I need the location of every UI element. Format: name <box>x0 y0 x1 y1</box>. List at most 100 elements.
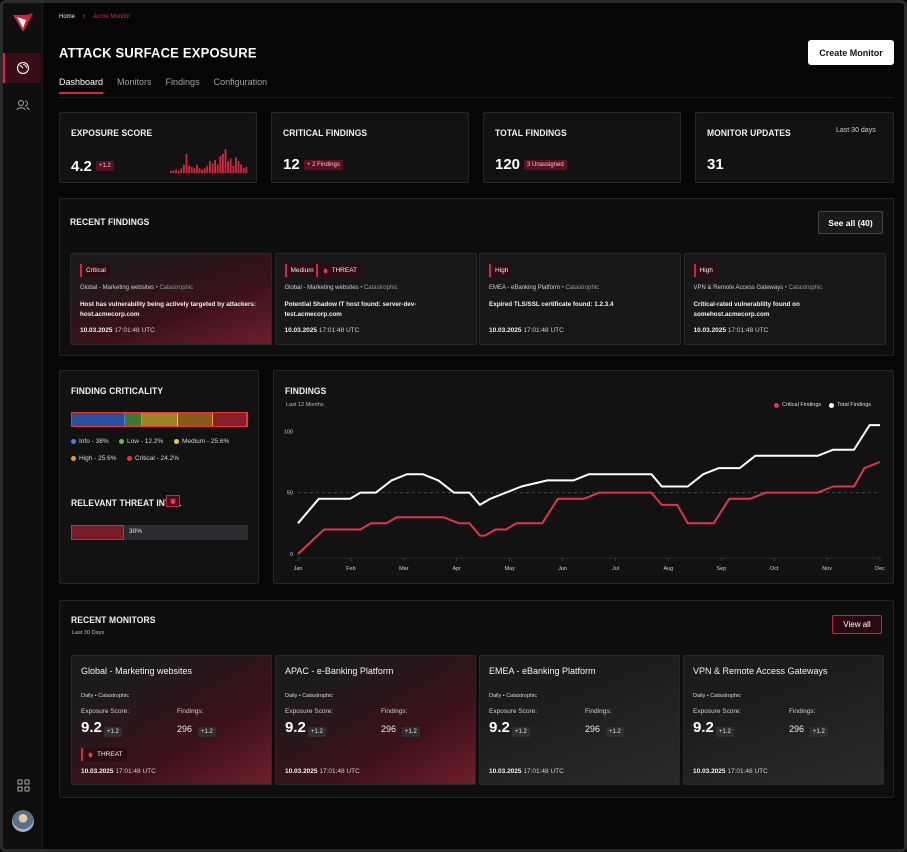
finding-impact: Catastrophic <box>788 285 823 291</box>
legend-label: Low - 12.2% <box>127 438 164 445</box>
x-tick-label: Aug <box>663 566 673 572</box>
avatar[interactable] <box>12 810 34 832</box>
finding-time: 17:01:48 UTC <box>727 327 769 334</box>
sparkline-bar <box>206 165 209 173</box>
meta-separator: • <box>783 285 789 291</box>
bug-icon <box>88 752 93 758</box>
finding-monitor: Global - Marketing websites <box>284 285 359 291</box>
y-tick-label: 100 <box>284 429 293 435</box>
x-tick-label: Jun <box>558 566 567 572</box>
threat-intel-percent: 30% <box>129 528 143 535</box>
recent-findings-section: RECENT FINDINGS See all (40) Critical Glo… <box>59 198 894 356</box>
findings-line-chart: 0 50 100 Jan Feb Mar Apr May Jun Jul Aug Sep Oct Nov D… <box>284 424 885 572</box>
x-tick-label: Feb <box>346 566 355 572</box>
exposure-label: Exposure Score: <box>285 708 334 715</box>
v-logo-icon[interactable] <box>11 11 35 35</box>
finding-date: 10.03.2025 <box>284 327 318 334</box>
sparkline-bar <box>242 168 245 173</box>
legend-total: Total Findings <box>829 402 871 408</box>
monitor-score: 9.2 <box>81 719 102 736</box>
finding-card[interactable]: High EMEA - eBanking Platform • Catastrop… <box>479 253 681 345</box>
breadcrumb-home[interactable]: Home <box>59 13 76 20</box>
finding-impact: Catastrophic <box>159 285 194 291</box>
threat-badge: THREAT <box>315 264 362 277</box>
section-title: RECENT MONITORS <box>71 614 156 626</box>
threat-intel-bar: 30% <box>71 525 248 540</box>
card-title: FINDING CRITICALITY <box>71 385 164 397</box>
nav-users-button[interactable] <box>5 90 41 120</box>
monitor-score: 9.2 <box>489 719 510 736</box>
finding-impact: Catastrophic <box>363 285 398 291</box>
monitor-updates-card[interactable]: MONITOR UPDATES Last 30 days 31 <box>695 112 894 183</box>
monitor-timestamp: 10.03.2025 17:01:48 UTC <box>489 768 564 775</box>
create-monitor-button[interactable]: Create Monitor <box>808 40 894 65</box>
tab-configuration[interactable]: Configuration <box>213 77 268 87</box>
finding-meta: VPN & Remote Access Gateways • Catastrop… <box>694 285 823 291</box>
finding-timestamp: 10.03.2025 17:01:48 UTC <box>489 327 564 334</box>
bug-icon <box>323 268 327 274</box>
monitor-findings-count: 296 <box>177 724 193 734</box>
x-tick-label: Jul <box>612 566 619 572</box>
x-tick-label: Apr <box>452 566 461 572</box>
x-tick-label: May <box>504 566 515 572</box>
monitor-card[interactable]: EMEA - eBanking Platform Daily • Catastro… <box>479 655 680 785</box>
tab-monitors[interactable]: Monitors <box>117 77 152 87</box>
legend-item: Low - 12.2% <box>119 438 163 445</box>
sparkline-bar <box>185 153 188 173</box>
nav-apps-button[interactable] <box>5 770 41 800</box>
findings-delta-badge: +1.2 <box>402 727 420 737</box>
criticality-bar <box>71 412 248 427</box>
monitor-card[interactable]: APAC - e-Banking Platform Daily • Catastr… <box>275 655 476 785</box>
total-findings-card[interactable]: TOTAL FINDINGS 120 3 Unassigned <box>483 112 681 183</box>
severity-badge: Medium <box>284 264 318 277</box>
y-tick-label: 0 <box>290 552 293 558</box>
sparkline-bar <box>240 164 242 173</box>
breadcrumb: Home › Acme Monitor <box>59 13 130 20</box>
monitor-card[interactable]: VPN & Remote Access Gateways Daily • Cata… <box>683 655 884 785</box>
sparkline-bar <box>216 164 219 173</box>
severity-badge: High <box>489 264 513 277</box>
monitor-name: APAC - e-Banking Platform <box>285 666 394 676</box>
criticality-segment <box>72 413 125 426</box>
legend-item: Critical - 24.2% <box>127 455 179 462</box>
legend-item: Info - 38% <box>71 438 109 445</box>
monitor-date: 10.03.2025 <box>489 768 522 775</box>
findings-label: Findings: <box>789 708 816 715</box>
page-title: ATTACK SURFACE EXPOSURE <box>59 44 257 61</box>
sparkline-bar <box>214 159 216 173</box>
card-title: TOTAL FINDINGS <box>495 127 567 139</box>
y-tick-label: 50 <box>287 491 293 497</box>
legend-item: Medium - 25.6% <box>174 438 229 445</box>
monitor-date: 10.03.2025 <box>285 768 318 775</box>
monitor-name: Global - Marketing websites <box>81 666 193 676</box>
critical-findings-card[interactable]: CRITICAL FINDINGS 12 + 2 Findings <box>271 112 469 183</box>
criticality-segment <box>124 413 142 426</box>
sparkline-bar <box>229 158 232 173</box>
period-label: Last 30 days <box>836 127 876 134</box>
view-all-monitors-button[interactable]: View all <box>832 615 882 634</box>
legend-dot <box>174 439 179 444</box>
see-all-findings-button[interactable]: See all (40) <box>818 211 883 234</box>
finding-card[interactable]: Critical Global - Marketing websites • Ca… <box>70 253 272 345</box>
tab-divider <box>59 97 894 98</box>
sparkline-bar <box>232 165 235 173</box>
nav-dashboard-button[interactable] <box>3 53 41 83</box>
x-tick-label: Oct <box>770 566 779 572</box>
x-tick-label: Jan <box>294 566 303 572</box>
exposure-score-card[interactable]: EXPOSURE SCORE 4.2 +1.2 <box>59 112 257 183</box>
monitor-frequency: Daily • Catastrophic <box>285 693 334 699</box>
unassigned-badge: 3 Unassigned <box>524 160 567 170</box>
tab-dashboard[interactable]: Dashboard <box>59 77 104 94</box>
exposure-delta-badge: +1.2 <box>96 161 114 171</box>
finding-timestamp: 10.03.2025 17:01:48 UTC <box>285 327 360 334</box>
monitor-card[interactable]: Global - Marketing websites Daily • Catas… <box>71 655 272 785</box>
monitor-name: VPN & Remote Access Gateways <box>693 666 828 676</box>
legend-dot <box>71 456 76 461</box>
finding-card[interactable]: High VPN & Remote Access Gateways • Catas… <box>683 253 886 345</box>
tab-findings[interactable]: Findings <box>165 77 200 87</box>
finding-monitor: Global - Marketing websites <box>80 285 155 291</box>
finding-card[interactable]: Medium THREAT Global - Marketing websites … <box>274 253 477 345</box>
criticality-segment <box>213 413 247 426</box>
exposure-score-value: 4.2 <box>71 158 92 175</box>
